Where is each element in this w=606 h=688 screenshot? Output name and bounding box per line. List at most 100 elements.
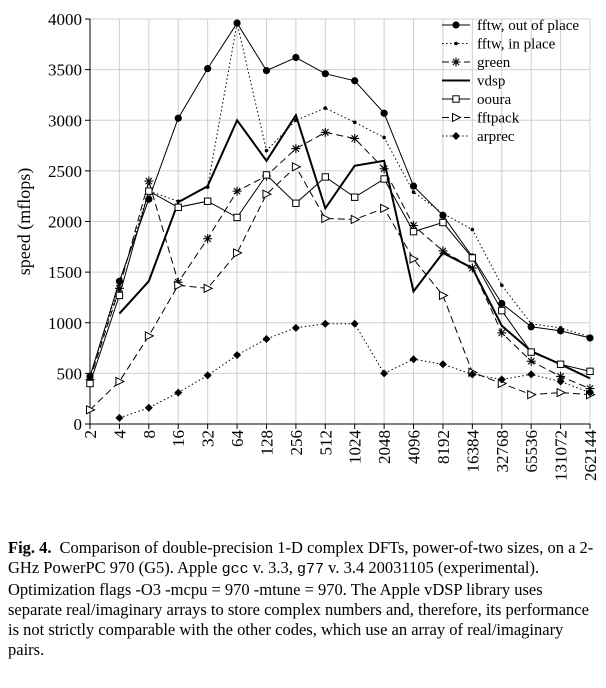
data-point bbox=[498, 299, 506, 308]
data-point bbox=[452, 132, 460, 140]
data-point bbox=[526, 356, 536, 366]
data-point bbox=[441, 211, 445, 216]
x-tick-label: 262144 bbox=[581, 430, 600, 482]
x-tick-label: 65536 bbox=[522, 430, 541, 473]
data-point bbox=[409, 227, 418, 236]
data-point bbox=[174, 114, 182, 122]
data-point bbox=[380, 175, 388, 183]
data-point bbox=[452, 112, 462, 123]
data-point bbox=[174, 388, 183, 397]
legend-label: green bbox=[477, 55, 511, 71]
data-point bbox=[409, 355, 418, 364]
data-point bbox=[529, 321, 533, 326]
data-point bbox=[438, 360, 447, 369]
data-point bbox=[203, 197, 212, 205]
y-tick-label: 3000 bbox=[48, 111, 82, 130]
y-tick-label: 1500 bbox=[48, 263, 82, 282]
y-tick-label: 1000 bbox=[48, 314, 82, 333]
data-point bbox=[291, 144, 301, 154]
caption-text-3: v. 3.4 20031105 (experimental). Optimiza… bbox=[8, 558, 589, 659]
legend-item: vdsp bbox=[442, 74, 505, 90]
data-point bbox=[350, 214, 361, 225]
data-point bbox=[468, 254, 477, 262]
x-tick-label: 4096 bbox=[405, 430, 424, 464]
series-fftw-in-place bbox=[88, 21, 592, 380]
data-point bbox=[452, 21, 460, 29]
data-point bbox=[144, 331, 155, 341]
data-point bbox=[556, 387, 567, 398]
data-point bbox=[498, 306, 506, 315]
data-point bbox=[86, 379, 94, 388]
series-vdsp bbox=[118, 112, 591, 380]
data-point bbox=[586, 388, 594, 397]
legend-item: fftw, out of place bbox=[442, 18, 579, 34]
data-point bbox=[409, 254, 420, 264]
data-point bbox=[262, 189, 273, 199]
data-point bbox=[499, 283, 504, 288]
data-point bbox=[439, 218, 447, 227]
caption-code-gcc: gcc bbox=[221, 561, 249, 578]
data-point bbox=[115, 413, 124, 422]
x-tick-label: 131072 bbox=[552, 430, 571, 481]
x-tick-label: 512 bbox=[316, 430, 335, 456]
data-point bbox=[438, 290, 449, 301]
data-point bbox=[380, 109, 388, 117]
data-point bbox=[352, 120, 357, 125]
data-point bbox=[174, 280, 184, 291]
x-tick-label: 2 bbox=[81, 430, 100, 439]
legend-item: fftpack bbox=[442, 111, 520, 127]
caption-text-1: Comparison of double-precision 1-D compl… bbox=[8, 538, 594, 577]
data-point bbox=[204, 65, 212, 73]
series-fftw-out-of-place bbox=[86, 19, 594, 381]
data-point bbox=[382, 135, 386, 140]
legend-label: fftw, out of place bbox=[477, 18, 579, 34]
data-point bbox=[454, 41, 458, 46]
data-point bbox=[235, 21, 239, 25]
series-line bbox=[89, 166, 591, 411]
y-axis-title: speed (mflops) bbox=[14, 168, 35, 275]
y-tick-label: 0 bbox=[74, 415, 83, 434]
data-point bbox=[527, 348, 535, 356]
series-green bbox=[85, 127, 595, 394]
x-tick-label: 4 bbox=[110, 430, 129, 439]
legend-label: ooura bbox=[477, 92, 511, 108]
series-line bbox=[119, 323, 591, 419]
data-point bbox=[452, 95, 460, 103]
data-point bbox=[351, 77, 359, 85]
series-ooura bbox=[86, 171, 594, 388]
series-fftpack bbox=[86, 162, 596, 415]
x-tick-label: 128 bbox=[257, 430, 276, 456]
data-point bbox=[203, 371, 212, 380]
caption-code-g77: g77 bbox=[297, 561, 325, 578]
figure-caption: Fig. 4. Comparison of double-precision 1-… bbox=[8, 538, 598, 660]
data-point bbox=[144, 403, 153, 412]
data-point bbox=[320, 127, 330, 137]
data-point bbox=[439, 211, 447, 220]
legend-item: arprec bbox=[442, 129, 515, 145]
data-point bbox=[233, 351, 242, 360]
data-point bbox=[351, 193, 359, 201]
y-tick-label: 3500 bbox=[48, 61, 82, 80]
legend-label: arprec bbox=[477, 129, 515, 145]
legend-label: vdsp bbox=[477, 74, 505, 90]
series-arprec bbox=[115, 319, 594, 422]
caption-label: Fig. 4. bbox=[8, 538, 52, 557]
data-point bbox=[291, 162, 302, 172]
x-tick-label: 256 bbox=[287, 430, 306, 456]
data-point bbox=[264, 148, 269, 153]
data-point bbox=[586, 367, 594, 376]
y-tick-label: 500 bbox=[57, 364, 83, 383]
series-line bbox=[89, 174, 591, 384]
x-tick-label: 2048 bbox=[375, 430, 394, 464]
data-point bbox=[115, 376, 126, 387]
data-point bbox=[321, 319, 330, 328]
legend-item: ooura bbox=[442, 92, 511, 108]
data-point bbox=[556, 377, 565, 386]
data-point bbox=[468, 370, 477, 379]
x-tick-label: 64 bbox=[228, 430, 247, 448]
data-point bbox=[556, 360, 565, 368]
data-point bbox=[321, 70, 329, 78]
data-point bbox=[292, 53, 300, 62]
data-point bbox=[233, 248, 243, 258]
legend-label: fftpack bbox=[477, 111, 520, 127]
